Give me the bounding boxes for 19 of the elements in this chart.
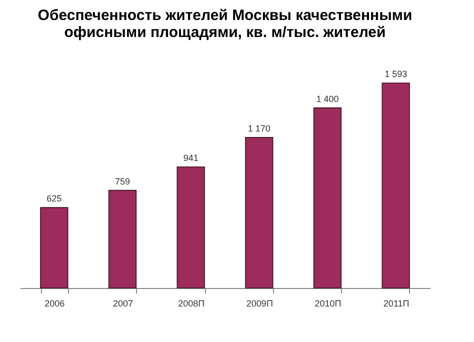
x-tick-label: 2011П [383,298,410,308]
bar [40,207,68,288]
bar [382,82,410,288]
x-tick-label: 2008П [178,298,205,308]
x-tick-label: 2007 [112,298,134,308]
data-label: 941 [183,152,198,163]
data-label: 1 400 [316,94,339,104]
x-tick-label: 2009П [246,298,273,308]
bar [245,137,274,288]
data-label: 1 593 [384,69,408,79]
chart-title: Обеспеченность жителей Москвы качественными офисными площадями, кв. м/тыс. жителей [38,7,412,41]
x-tick-label: 2010П [314,298,342,308]
data-label: 625 [46,194,62,204]
data-label: 759 [114,176,130,186]
x-tick-label: 2006 [44,298,65,308]
bar [108,190,137,288]
bar [176,166,205,288]
bar [313,107,342,288]
data-label: 1 170 [248,123,270,134]
